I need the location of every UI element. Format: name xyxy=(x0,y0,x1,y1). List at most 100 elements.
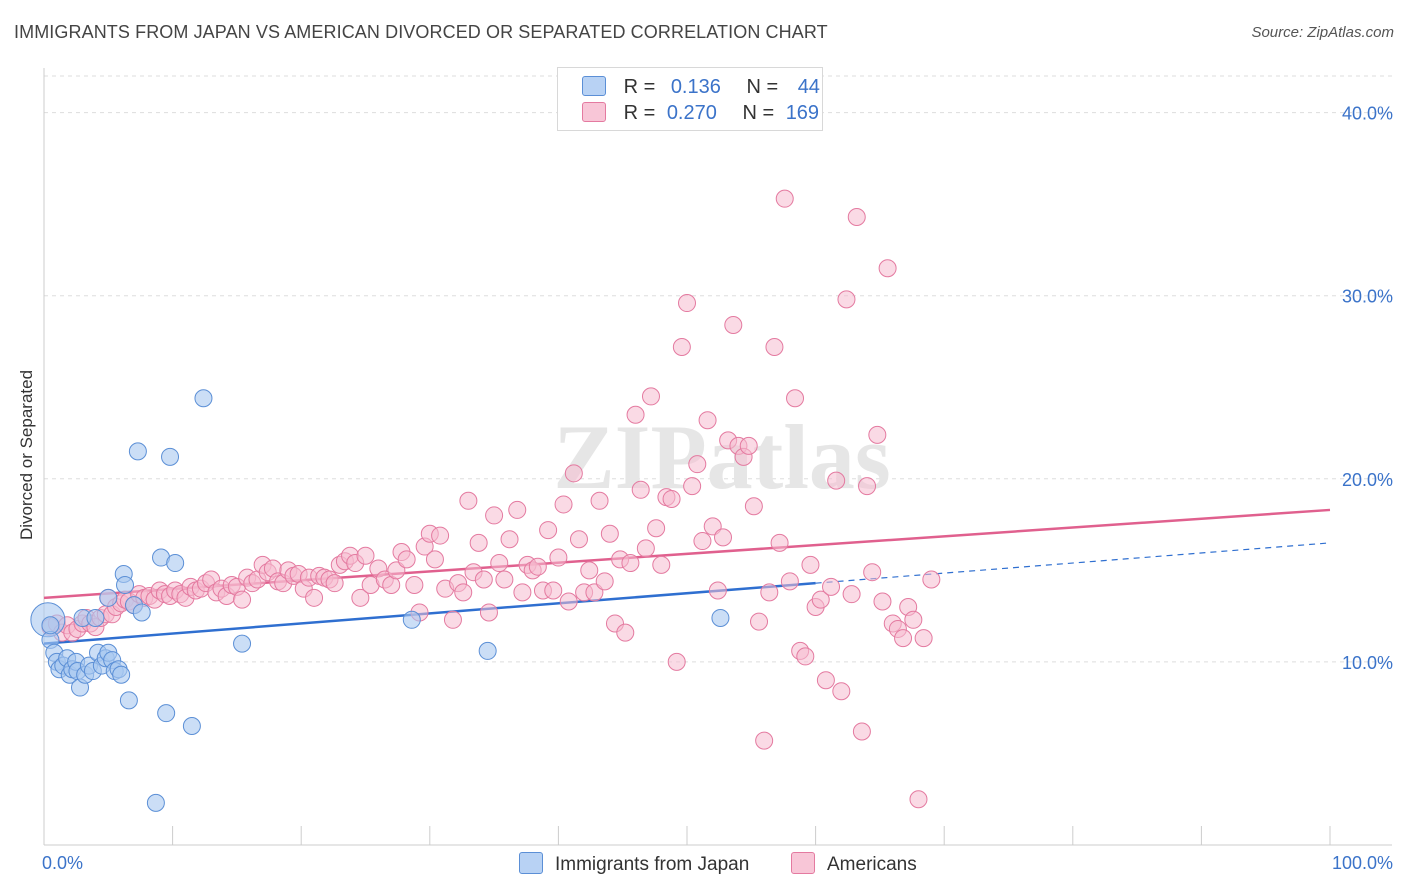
americans-point xyxy=(780,572,799,591)
americans-point xyxy=(549,548,568,567)
source-label: Source: ZipAtlas.com xyxy=(1251,24,1394,41)
americans-point xyxy=(755,731,774,750)
americans-point xyxy=(641,387,660,406)
bottom-legend-americans: Americans xyxy=(791,852,917,876)
americans-point xyxy=(801,555,820,574)
americans-point xyxy=(387,561,406,580)
tick-labels: 10.0% 20.0% 30.0% 40.0% 0.0% 100.0% xyxy=(42,104,1393,873)
legend-n-value-japan: 44 xyxy=(797,76,820,98)
japan-point xyxy=(402,610,421,629)
americans-point xyxy=(600,524,619,543)
americans-point xyxy=(842,585,861,604)
americans-point xyxy=(858,477,877,496)
legend-swatch-japan xyxy=(582,76,606,96)
americans-point xyxy=(852,722,871,741)
americans-point xyxy=(765,337,784,356)
americans-point xyxy=(616,623,635,642)
bottom-legend-swatch-japan xyxy=(519,852,543,874)
americans-point xyxy=(909,790,928,809)
legend-row-japan: R = 0.136 N = 44 xyxy=(582,76,820,100)
americans-point xyxy=(914,629,933,648)
americans-point xyxy=(652,555,671,574)
japan-points xyxy=(30,389,730,812)
chart-title: IMMIGRANTS FROM JAPAN VS AMERICAN DIVORC… xyxy=(14,22,828,42)
americans-point xyxy=(750,612,769,631)
americans-point xyxy=(724,316,743,335)
americans-point xyxy=(647,519,666,538)
y-tick-label: 20.0% xyxy=(1342,470,1393,490)
americans-point xyxy=(667,652,686,671)
americans-point xyxy=(698,411,717,430)
americans-point xyxy=(443,610,462,629)
americans-point xyxy=(786,389,805,408)
americans-point xyxy=(595,572,614,591)
americans-point xyxy=(569,530,588,549)
americans-point xyxy=(585,583,604,602)
y-tick-label: 10.0% xyxy=(1342,653,1393,673)
americans-point xyxy=(796,647,815,666)
americans-point xyxy=(539,521,558,540)
americans-point xyxy=(678,294,696,313)
americans-point xyxy=(397,550,416,569)
japan-point xyxy=(132,603,151,622)
americans-point xyxy=(351,588,370,607)
x-tick-label: 0.0% xyxy=(42,853,83,873)
americans-point xyxy=(904,610,923,629)
legend-n-label-japan: N = xyxy=(746,76,779,98)
americans-point xyxy=(459,491,478,510)
japan-point xyxy=(116,576,135,595)
americans-point xyxy=(474,570,493,589)
y-tick-label: 30.0% xyxy=(1342,287,1393,307)
watermark: ZIPatlas xyxy=(553,406,890,508)
americans-points xyxy=(41,189,941,809)
legend-r-label-americans: R = xyxy=(623,102,656,124)
americans-point xyxy=(672,337,691,356)
americans-point xyxy=(325,574,344,593)
americans-point xyxy=(454,583,473,602)
americans-point xyxy=(425,550,444,569)
japan-trend-line xyxy=(43,581,816,645)
legend-r-value-americans: 0.270 xyxy=(666,102,717,124)
americans-point xyxy=(770,533,789,552)
americans-point xyxy=(868,425,887,444)
americans-point xyxy=(544,581,563,600)
americans-point xyxy=(508,500,527,519)
bottom-legend-label-americans: Americans xyxy=(827,854,917,875)
americans-point xyxy=(626,405,645,424)
legend-r-label-japan: R = xyxy=(623,76,656,98)
legend: R = 0.136 N = 44 R = 0.270 N = 169 xyxy=(557,67,823,131)
americans-point xyxy=(708,581,727,600)
legend-n-label-americans: N = xyxy=(742,102,775,124)
americans-point xyxy=(495,570,514,589)
americans-point xyxy=(580,561,599,580)
x-tick-label: 100.0% xyxy=(1332,853,1393,873)
japan-point xyxy=(157,704,176,723)
americans-point xyxy=(621,554,640,573)
americans-point xyxy=(479,603,498,622)
americans-point xyxy=(822,577,841,596)
americans-point xyxy=(775,189,794,208)
y-tick-label: 40.0% xyxy=(1342,104,1393,124)
japan-point xyxy=(161,447,180,466)
americans-point xyxy=(683,477,702,496)
americans-point xyxy=(703,517,722,536)
legend-swatch-americans xyxy=(582,102,606,122)
bottom-legend-japan: Immigrants from Japan xyxy=(519,852,749,876)
legend-row-americans: R = 0.270 N = 169 xyxy=(582,102,819,126)
americans-point xyxy=(894,629,913,648)
americans-point xyxy=(469,533,488,552)
americans-point xyxy=(631,480,650,499)
americans-point xyxy=(431,526,450,545)
americans-point xyxy=(760,583,779,602)
japan-point xyxy=(86,608,105,627)
americans-point xyxy=(356,546,375,565)
americans-point xyxy=(744,497,763,516)
americans-point xyxy=(816,671,835,690)
americans-point xyxy=(490,554,509,573)
legend-r-value-japan: 0.136 xyxy=(670,76,721,98)
japan-trend-extension xyxy=(815,542,1331,584)
americans-point xyxy=(590,491,609,510)
americans-point xyxy=(827,471,846,490)
americans-point xyxy=(662,489,681,508)
